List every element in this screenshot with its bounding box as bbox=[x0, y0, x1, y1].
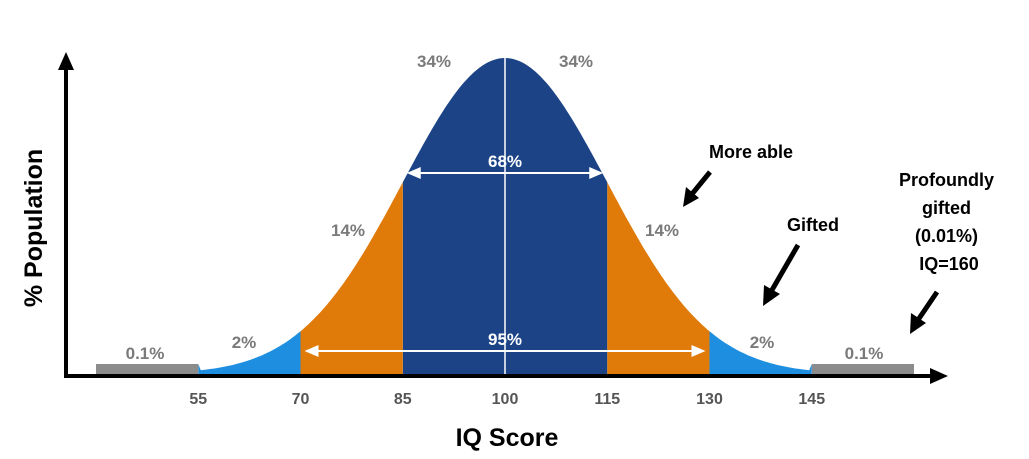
label-right-center: 34% bbox=[559, 52, 593, 71]
y-axis-title: % Population bbox=[20, 149, 48, 307]
band-55-70 bbox=[198, 331, 301, 374]
x-axis-arrow bbox=[930, 368, 948, 384]
span-label-68%: 68% bbox=[488, 152, 522, 171]
label-left-center: 34% bbox=[417, 52, 451, 71]
arrow-more-able-head bbox=[683, 187, 699, 207]
y-axis-arrow bbox=[58, 52, 74, 70]
annotations: More able Gifted Profoundly gifted (0.01… bbox=[683, 142, 999, 334]
arrow-more-able-shaft bbox=[690, 170, 712, 196]
annotation-profoundly-line-3: (0.01%) bbox=[915, 226, 978, 246]
axes bbox=[58, 52, 948, 384]
band-100-115 bbox=[505, 58, 608, 374]
annotation-more-able-line: More able bbox=[709, 142, 793, 162]
annotation-profoundly-gifted: Profoundly gifted (0.01%) IQ=160 bbox=[899, 170, 999, 274]
x-tick-115: 115 bbox=[594, 391, 620, 408]
band-145-160 bbox=[811, 364, 914, 374]
label-right-mid: 14% bbox=[645, 221, 679, 240]
annotation-gifted: Gifted bbox=[787, 215, 839, 235]
x-tick-labels: 55 70 85 100 115 130 145 bbox=[189, 391, 825, 408]
band-85-100 bbox=[402, 58, 505, 374]
span-arrow-left-68% bbox=[406, 167, 421, 179]
annotation-gifted-line: Gifted bbox=[787, 215, 839, 235]
x-axis-title: IQ Score bbox=[456, 424, 559, 452]
x-tick-100: 100 bbox=[492, 391, 519, 408]
annotation-profoundly-line-4: IQ=160 bbox=[919, 254, 979, 274]
x-tick-130: 130 bbox=[696, 391, 723, 408]
span-arrow-right-68% bbox=[589, 167, 604, 179]
label-right-extreme: 0.1% bbox=[845, 344, 884, 363]
x-tick-55: 55 bbox=[189, 391, 207, 408]
label-right-tail: 2% bbox=[750, 333, 775, 352]
x-tick-145: 145 bbox=[798, 391, 825, 408]
range-spans: 68% 95% bbox=[304, 152, 706, 357]
band-40-55 bbox=[96, 364, 199, 374]
arrow-gifted-shaft bbox=[769, 243, 801, 292]
annotation-more-able: More able bbox=[709, 142, 793, 162]
span-arrow-left-95% bbox=[304, 345, 319, 357]
annotation-profoundly-line-2: gifted bbox=[922, 198, 971, 218]
label-left-tail: 2% bbox=[232, 333, 257, 352]
band-70-85 bbox=[300, 182, 403, 374]
label-left-mid: 14% bbox=[331, 221, 365, 240]
distribution-bands bbox=[96, 58, 914, 374]
span-arrow-right-95% bbox=[691, 345, 706, 357]
arrow-profoundly-shaft bbox=[915, 290, 940, 322]
band-115-130 bbox=[607, 182, 710, 374]
band-labels: 34% 34% 14% 14% 2% 2% 0.1% 0.1% bbox=[126, 52, 884, 363]
span-label-95%: 95% bbox=[488, 330, 522, 349]
label-left-extreme: 0.1% bbox=[126, 344, 165, 363]
band-130-145 bbox=[709, 331, 812, 374]
x-tick-85: 85 bbox=[394, 391, 412, 408]
x-tick-70: 70 bbox=[292, 391, 310, 408]
arrow-profoundly-head bbox=[910, 313, 926, 334]
annotation-profoundly-line-1: Profoundly bbox=[899, 170, 994, 190]
arrow-gifted-head bbox=[763, 285, 780, 306]
